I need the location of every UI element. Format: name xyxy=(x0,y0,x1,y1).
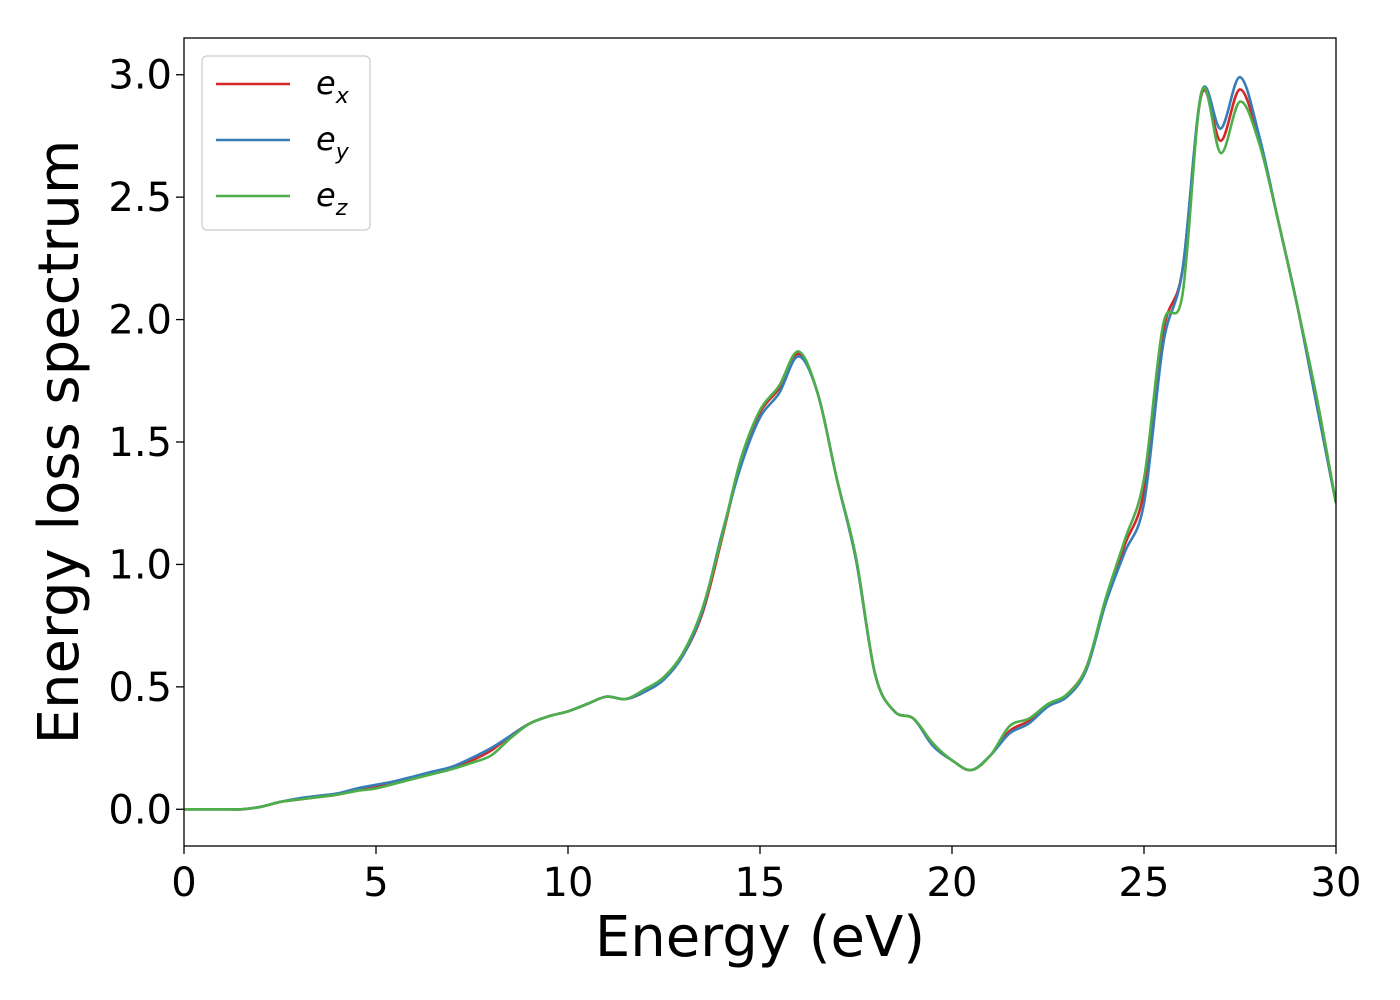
x-tick-label: 30 xyxy=(1311,860,1362,906)
x-tick-label: 25 xyxy=(1119,860,1170,906)
y-tick-label: 0.5 xyxy=(108,665,172,711)
x-axis: 0 5 10 15 20 25 30 xyxy=(171,846,1361,906)
x-tick-label: 20 xyxy=(927,860,978,906)
x-tick-label: 10 xyxy=(543,860,594,906)
legend-label-z: ez xyxy=(316,176,348,221)
x-axis-title: Energy (eV) xyxy=(595,905,925,970)
y-tick-label: 2.5 xyxy=(108,175,172,221)
legend: ex ey ez xyxy=(201,55,371,231)
legend-label-y: ey xyxy=(316,120,350,165)
y-tick-label: 2.0 xyxy=(108,298,172,344)
x-tick-label: 0 xyxy=(171,860,196,906)
y-tick-label: 1.5 xyxy=(108,420,172,466)
series-line-z xyxy=(184,86,1336,811)
y-tick-label: 1.0 xyxy=(108,542,172,588)
legend-label-x: ex xyxy=(316,64,350,109)
y-axis: 0.0 0.5 1.0 1.5 2.0 2.5 3.0 xyxy=(108,53,184,833)
legend-box xyxy=(201,55,371,231)
x-tick-label: 5 xyxy=(363,860,388,906)
series-layer xyxy=(184,75,1336,811)
y-axis-title: Energy loss spectrum xyxy=(27,140,92,745)
y-tick-label: 0.0 xyxy=(108,787,172,833)
y-tick-label: 3.0 xyxy=(108,53,172,99)
series-line-y xyxy=(184,75,1336,811)
x-tick-label: 15 xyxy=(735,860,786,906)
